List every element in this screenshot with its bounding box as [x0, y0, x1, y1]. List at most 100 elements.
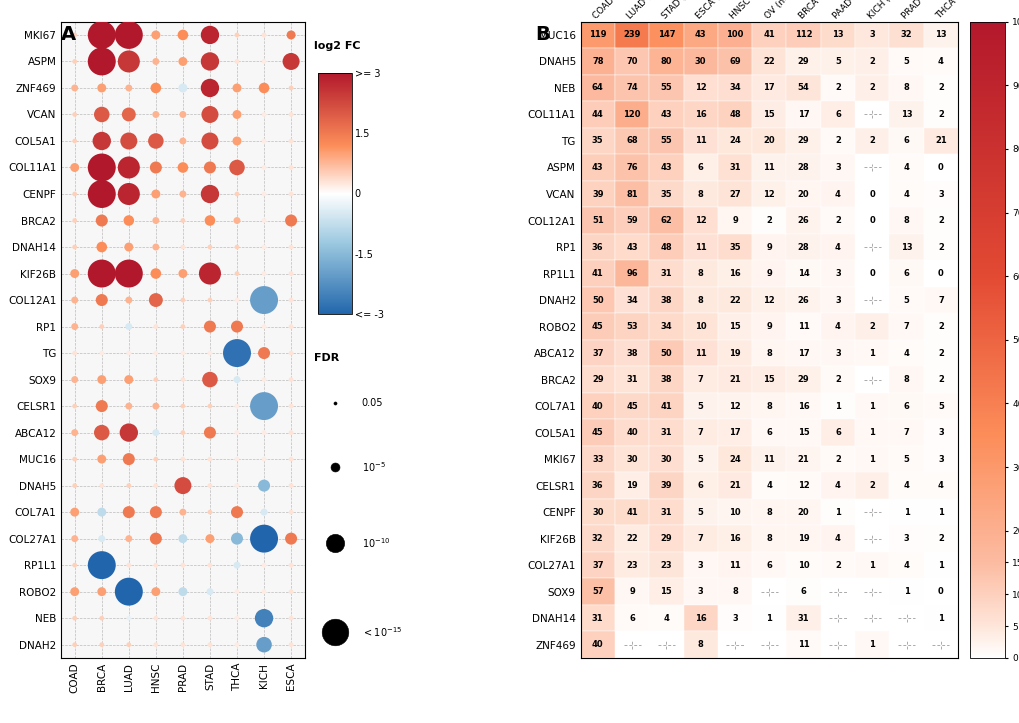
Bar — [923, 22, 957, 48]
Text: 1: 1 — [835, 401, 840, 411]
Bar — [649, 208, 683, 234]
Point — [282, 612, 299, 624]
Text: 2: 2 — [835, 137, 840, 145]
Bar — [923, 313, 957, 340]
Point — [228, 586, 245, 597]
Bar — [683, 499, 717, 526]
Point — [256, 560, 272, 571]
Bar — [649, 526, 683, 552]
Bar — [854, 631, 889, 658]
Point — [120, 108, 137, 120]
Text: 23: 23 — [660, 560, 672, 570]
Text: 3: 3 — [835, 296, 840, 304]
Point — [282, 294, 299, 306]
Text: 12: 12 — [797, 481, 809, 490]
Text: 11: 11 — [694, 348, 706, 358]
Point — [148, 56, 164, 67]
Point — [148, 188, 164, 200]
Point — [256, 215, 272, 226]
Text: 8: 8 — [697, 640, 703, 649]
Text: 32: 32 — [900, 30, 911, 40]
Point — [228, 560, 245, 571]
Text: 1: 1 — [937, 508, 943, 517]
Bar — [820, 181, 854, 208]
Point — [66, 135, 83, 147]
Text: 1: 1 — [765, 614, 771, 623]
Point — [228, 321, 245, 333]
Text: 11: 11 — [694, 242, 706, 252]
Bar — [854, 472, 889, 499]
Bar — [820, 419, 854, 446]
Text: 41: 41 — [626, 508, 637, 517]
Text: 4: 4 — [903, 481, 909, 490]
Bar — [614, 419, 649, 446]
Bar — [786, 499, 820, 526]
Bar — [683, 605, 717, 631]
Point — [120, 506, 137, 518]
Point — [66, 29, 83, 40]
Point — [174, 612, 191, 624]
Bar — [580, 287, 614, 313]
Text: 43: 43 — [626, 242, 637, 252]
Text: 28: 28 — [797, 163, 809, 172]
Bar — [683, 313, 717, 340]
Text: 55: 55 — [660, 137, 672, 145]
Point — [66, 427, 83, 438]
Bar — [614, 101, 649, 128]
Bar — [751, 154, 786, 181]
Bar — [923, 340, 957, 367]
Bar — [683, 472, 717, 499]
Bar — [580, 234, 614, 260]
Bar — [614, 367, 649, 393]
Text: 5: 5 — [697, 401, 703, 411]
Bar — [820, 74, 854, 101]
Point — [94, 215, 110, 226]
Text: 6: 6 — [765, 428, 771, 437]
Text: 9: 9 — [765, 269, 771, 278]
Point — [66, 82, 83, 94]
Bar — [854, 48, 889, 74]
Bar — [614, 313, 649, 340]
Point — [120, 401, 137, 412]
Point — [94, 533, 110, 544]
Point — [202, 135, 218, 147]
Point — [66, 188, 83, 200]
Point — [94, 453, 110, 465]
Bar — [786, 393, 820, 419]
Bar — [889, 393, 923, 419]
Bar — [614, 499, 649, 526]
Bar — [854, 313, 889, 340]
Bar — [751, 128, 786, 154]
Point — [228, 347, 245, 359]
Point — [282, 639, 299, 651]
Text: 21: 21 — [729, 481, 740, 490]
Text: 50: 50 — [591, 296, 603, 304]
Text: 13: 13 — [900, 110, 911, 119]
Bar — [923, 74, 957, 101]
Bar — [751, 446, 786, 472]
Bar — [751, 340, 786, 367]
Bar — [751, 526, 786, 552]
Bar — [889, 472, 923, 499]
Bar — [683, 74, 717, 101]
Text: 4: 4 — [937, 481, 943, 490]
Text: 3: 3 — [937, 428, 943, 437]
Text: 53: 53 — [626, 322, 637, 331]
Point — [94, 29, 110, 40]
Text: 12: 12 — [762, 189, 774, 199]
Point — [94, 241, 110, 253]
Bar — [649, 154, 683, 181]
Text: 8: 8 — [697, 189, 703, 199]
Bar — [580, 128, 614, 154]
Point — [120, 29, 137, 40]
Text: 81: 81 — [626, 189, 637, 199]
Text: 43: 43 — [694, 30, 706, 40]
Bar — [923, 181, 957, 208]
Text: 1: 1 — [868, 428, 874, 437]
Point — [120, 215, 137, 226]
Bar — [580, 154, 614, 181]
Text: 23: 23 — [626, 560, 637, 570]
Text: 3: 3 — [903, 534, 909, 543]
Text: 3: 3 — [835, 348, 840, 358]
Bar — [786, 526, 820, 552]
